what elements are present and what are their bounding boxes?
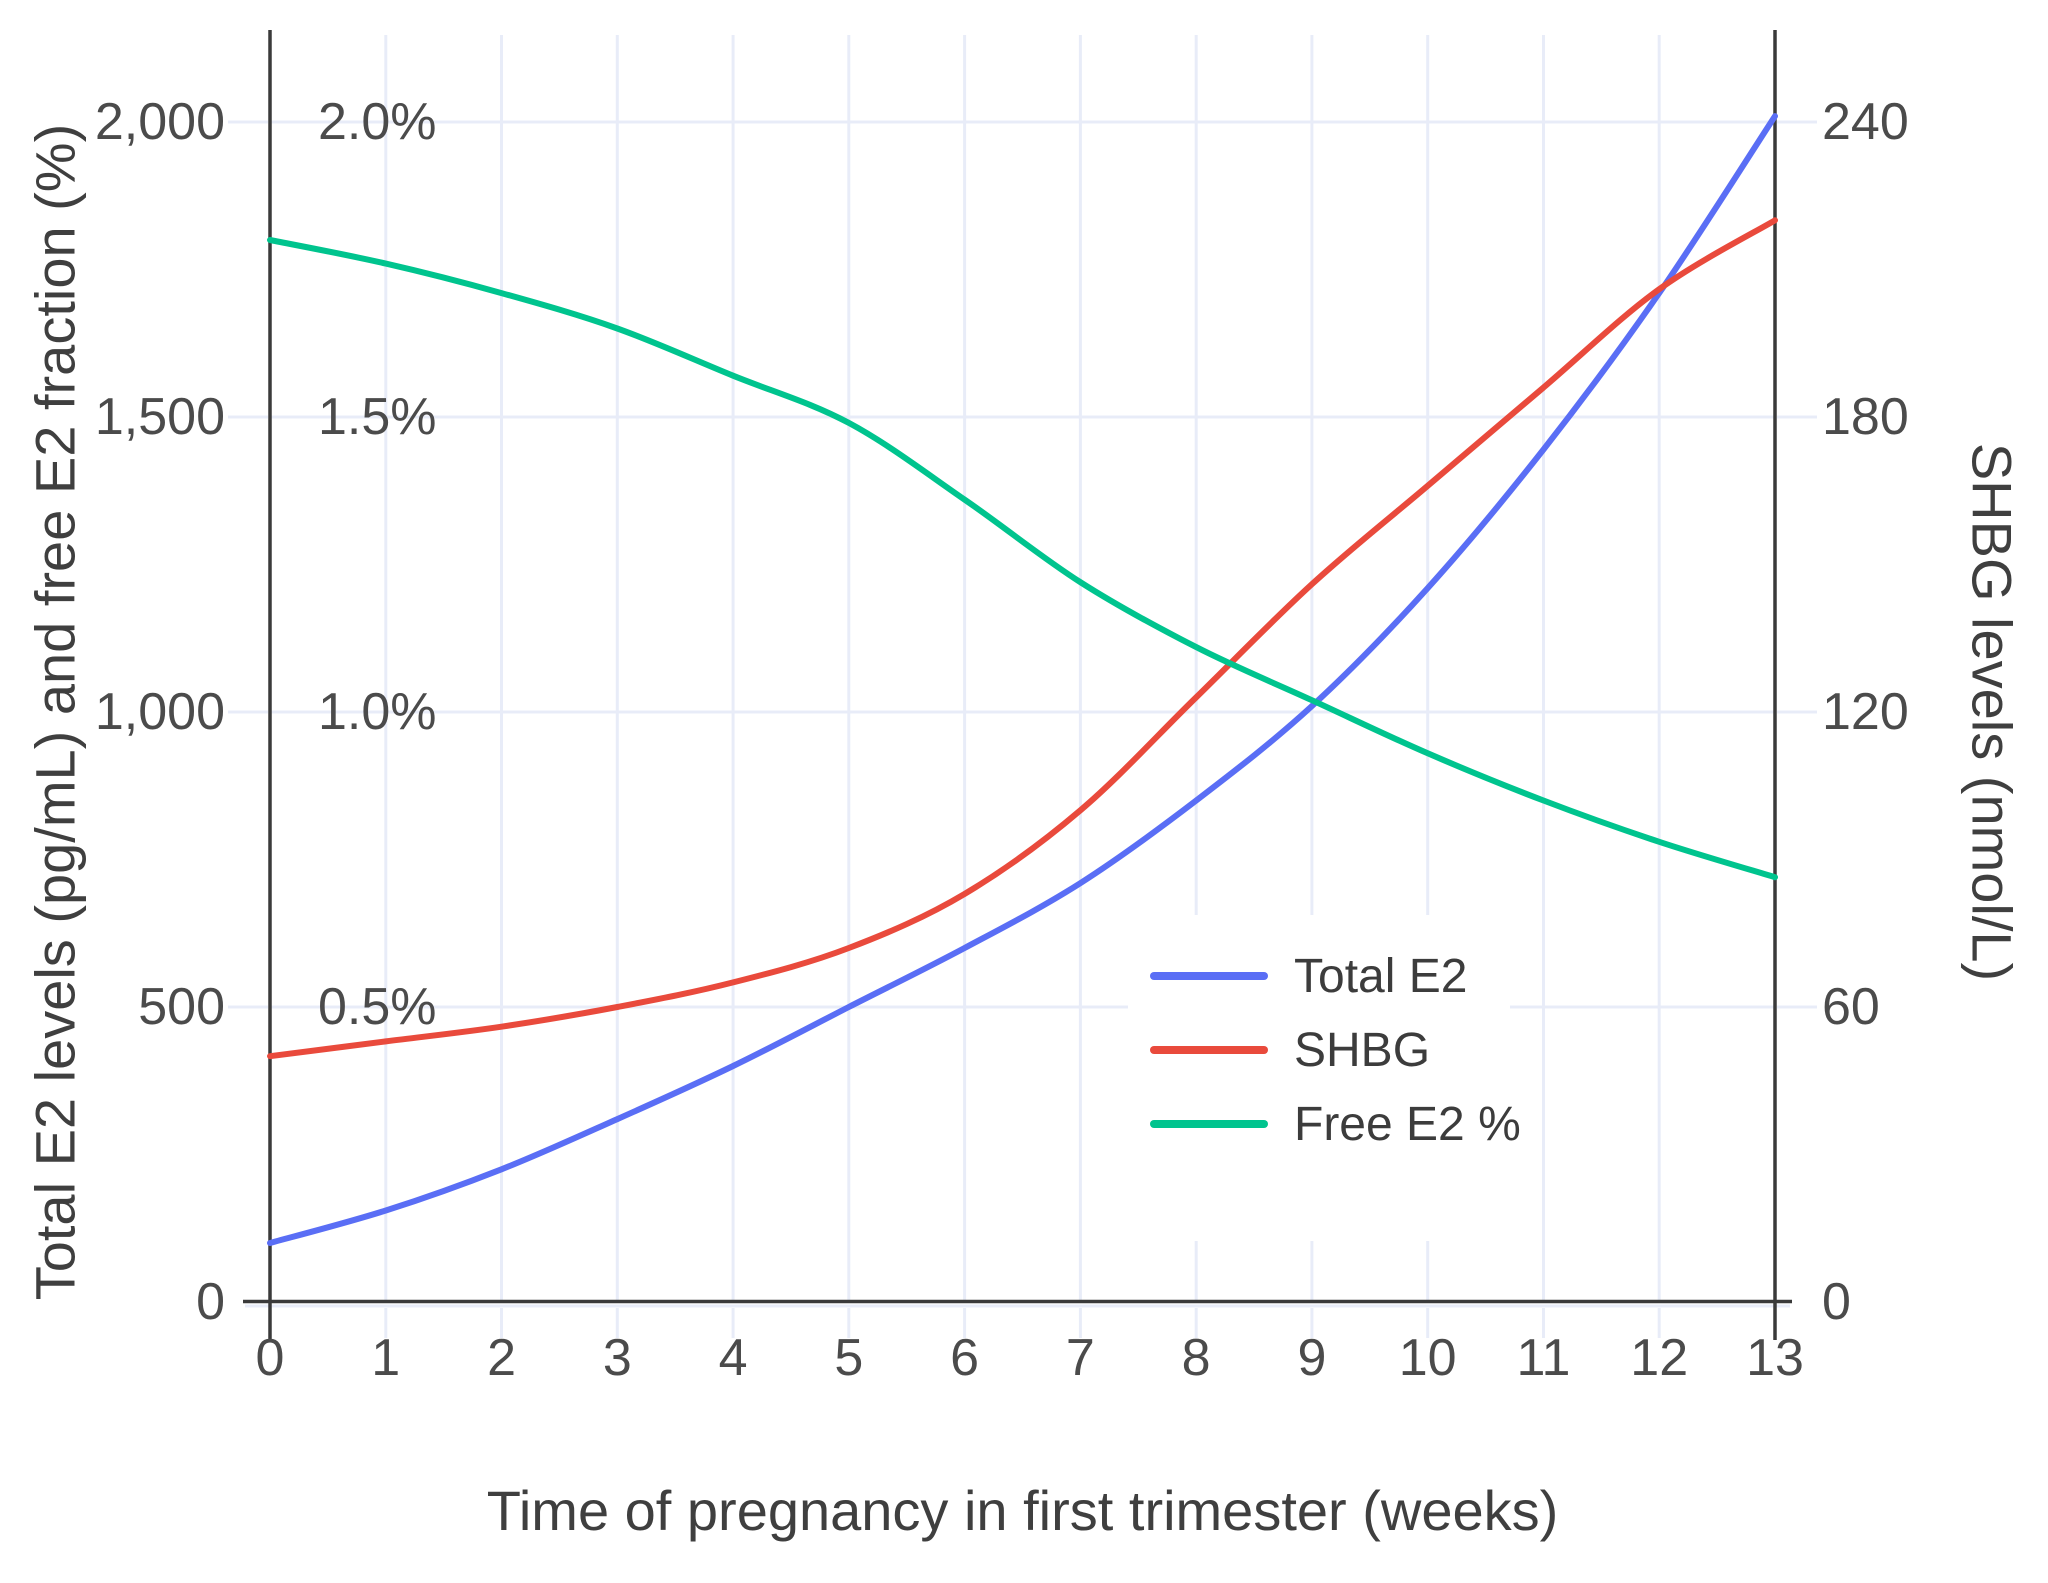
x-tick-label: 13 — [1746, 1329, 1804, 1387]
y-right-tick-label: 0 — [1822, 1273, 1851, 1331]
x-tick-label: 4 — [718, 1329, 748, 1387]
x-tick-label: 5 — [834, 1329, 864, 1387]
legend-item-total-e2[interactable]: Total E2 — [1128, 939, 1510, 1013]
legend-item-free-e2[interactable]: Free E2 % — [1128, 1087, 1521, 1161]
x-tick-label: 11 — [1516, 1329, 1571, 1387]
y-left-tick-label: 2,000 — [94, 93, 225, 151]
free-e2-line-swatch-icon — [1150, 1120, 1268, 1128]
legend: Total E2 SHBG Free E2 % — [1128, 915, 1521, 1241]
x-tick-label: 12 — [1630, 1329, 1689, 1387]
shbg-line-swatch-icon — [1150, 1046, 1268, 1054]
legend-label: SHBG — [1294, 1023, 1431, 1077]
x-tick-label: 1 — [371, 1329, 401, 1387]
y-axis-title-right: SHBG levels (nmol/L) — [1960, 442, 2024, 982]
y-percent-tick-label: 2.0% — [318, 93, 437, 151]
x-tick-label: 10 — [1398, 1329, 1457, 1387]
x-tick-label: 0 — [255, 1329, 285, 1387]
legend-item-shbg[interactable]: SHBG — [1128, 1013, 1510, 1087]
y-left-tick-label: 0 — [196, 1273, 225, 1331]
x-tick-label: 6 — [950, 1329, 980, 1387]
series-line-shbg — [267, 217, 1778, 1060]
x-tick-label: 8 — [1181, 1329, 1211, 1387]
x-tick-label: 3 — [602, 1329, 632, 1387]
y-percent-tick-label: 1.0% — [318, 683, 437, 741]
y-right-tick-label: 240 — [1822, 93, 1909, 151]
y-right-tick-label: 60 — [1822, 978, 1880, 1036]
x-axis-title: Time of pregnancy in first trimester (we… — [486, 1479, 1559, 1542]
x-tick-label: 7 — [1065, 1329, 1095, 1387]
x-tick-label: 2 — [487, 1329, 516, 1387]
legend-label: Total E2 — [1294, 949, 1468, 1003]
total-e2-line-swatch-icon — [1150, 972, 1268, 980]
y-percent-tick-label: 0.5% — [318, 978, 437, 1036]
series-line-free-e2 — [267, 237, 1778, 881]
x-tick-label: 9 — [1297, 1329, 1327, 1387]
y-right-tick-label: 180 — [1822, 388, 1909, 446]
y-right-tick-label: 120 — [1822, 683, 1909, 741]
y-percent-tick-label: 1.5% — [318, 388, 437, 446]
y-left-tick-label: 500 — [138, 978, 225, 1036]
legend-label: Free E2 % — [1294, 1097, 1521, 1151]
y-left-tick-label: 1,000 — [94, 683, 225, 741]
series-line-total-e2 — [267, 113, 1778, 1246]
y-left-tick-label: 1,500 — [94, 388, 225, 446]
